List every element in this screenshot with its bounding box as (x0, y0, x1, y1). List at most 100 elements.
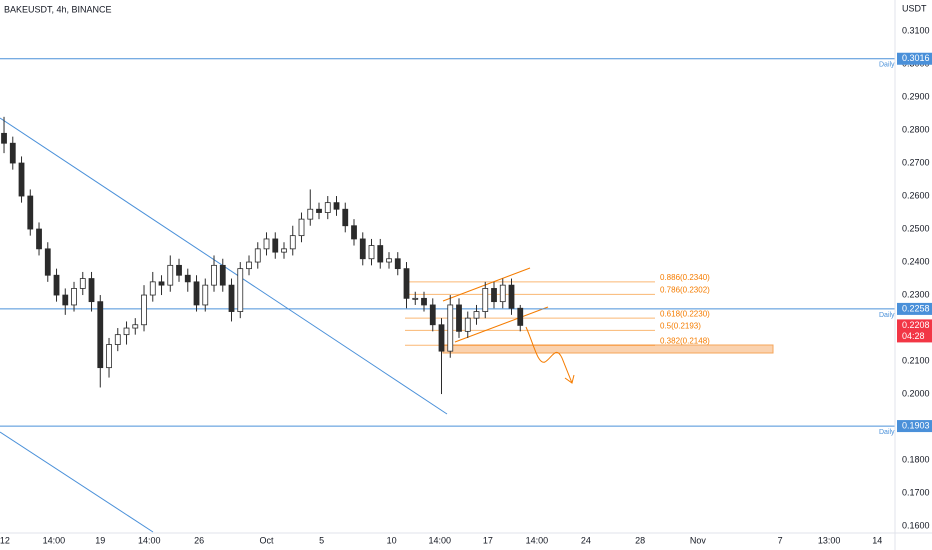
channel-line (442, 267, 531, 302)
countdown-label: 04:28 (902, 331, 925, 341)
y-tick-label: 0.2500 (902, 223, 930, 233)
candle-body (9, 142, 16, 164)
fib-label: 0.886(0.2340) (660, 273, 710, 282)
y-tick-label: 0.1800 (902, 454, 930, 464)
candle-body (517, 307, 524, 326)
candle-body (176, 264, 182, 276)
x-tick-label: 12 (0, 535, 10, 545)
fib-label: 0.5(0.2193) (660, 321, 701, 330)
x-tick-label: 17 (483, 535, 493, 545)
candle-body (106, 344, 112, 369)
candle-body (27, 195, 34, 230)
candle-body (403, 268, 410, 299)
y-tick-label: 0.2600 (902, 190, 930, 200)
candle-body (211, 264, 217, 286)
level-note: Daily (879, 312, 895, 319)
x-tick-label: 28 (635, 535, 645, 545)
x-tick-label: 7 (778, 535, 783, 545)
candle-body (114, 334, 121, 345)
candle-body (202, 284, 209, 306)
candle-body (342, 208, 349, 227)
x-tick-label: 14:00 (43, 535, 66, 545)
candle-body (184, 274, 191, 283)
plot: Daily Daily Daily 0.886(0.2340) 0.786(0.2302… (0, 58, 895, 436)
y-tick-label: 0.2400 (902, 256, 930, 266)
candle-body (377, 245, 384, 263)
candle-body (473, 311, 480, 319)
candle-body (193, 281, 200, 306)
fib-label: 0.618(0.2230) (660, 309, 710, 318)
y-tick-label: 0.2700 (902, 157, 930, 167)
candle-body (237, 268, 244, 312)
candle-body (368, 245, 375, 260)
candle-body (167, 264, 174, 286)
candle-body (149, 281, 156, 296)
trend-line (0, 431, 154, 533)
y-tick-label: 0.2800 (902, 124, 930, 134)
candle-body (18, 162, 25, 197)
candle-body (359, 238, 366, 260)
candle-body (254, 248, 261, 263)
last-price-badge (897, 319, 932, 343)
support-zone (442, 344, 774, 354)
chart-title: BAKEUSDT, 4h, BINANCE (4, 4, 112, 14)
axis-unit: USDT (902, 3, 927, 13)
candle-body (508, 284, 515, 309)
candle-body (88, 278, 95, 303)
x-tick-label: 5 (319, 535, 324, 545)
candle-body (228, 284, 235, 312)
price-badge (897, 52, 932, 65)
price-badge (897, 420, 932, 433)
candle-body (1, 132, 7, 144)
candle-body (482, 288, 489, 312)
candle-body (316, 208, 322, 213)
x-tick-label: 14:00 (526, 535, 549, 545)
last-price-label: 0.2208 (902, 320, 930, 330)
candle-body (386, 258, 392, 263)
y-tick-label: 0.3100 (902, 25, 930, 35)
candle-body (351, 225, 357, 240)
candle-body (158, 281, 165, 286)
arrow-head (564, 374, 575, 384)
candle-body (464, 317, 471, 332)
candle-body (298, 218, 305, 237)
candle-body (412, 297, 419, 300)
candle-body (307, 208, 314, 220)
candle-body (447, 304, 454, 352)
fib-label: 0.382(0.2148) (660, 336, 710, 345)
x-tick-label: 19 (95, 535, 105, 545)
x-tick-label: 13:00 (818, 535, 841, 545)
candle-body (44, 248, 51, 276)
fib-label: 0.786(0.2302) (660, 285, 710, 294)
candle-body (272, 238, 279, 253)
candle-body (53, 274, 60, 296)
candle-body (79, 278, 86, 289)
candle-body (499, 284, 506, 303)
x-tick-label: 24 (581, 535, 591, 545)
y-tick-label: 0.2300 (902, 289, 930, 299)
candle-body (132, 324, 139, 329)
x-tick-label: 14 (872, 535, 882, 545)
projection-arrow (525, 326, 573, 384)
level-note: Daily (879, 62, 895, 69)
candle-body (97, 301, 104, 369)
candle-body (438, 324, 445, 352)
x-tick-label: 14:00 (428, 535, 451, 545)
x-tick-label: 14:00 (138, 535, 161, 545)
candle-body (333, 202, 340, 210)
price-badge-label: 0.3016 (902, 53, 930, 63)
candle-body (456, 304, 462, 332)
candle-body (429, 304, 436, 326)
y-tick-label: 0.2100 (902, 355, 930, 365)
candle-body (246, 261, 252, 270)
price-badge (897, 302, 932, 315)
level-note: Daily (879, 429, 895, 436)
x-tick-label: Oct (260, 535, 275, 545)
x-tick-label: 26 (194, 535, 204, 545)
y-tick-label: 0.1600 (902, 520, 930, 530)
axes: 0.31000.30000.29000.28000.27000.26000.25… (0, 25, 932, 545)
candle-body (36, 228, 42, 250)
y-tick-label: 0.1700 (902, 487, 930, 497)
